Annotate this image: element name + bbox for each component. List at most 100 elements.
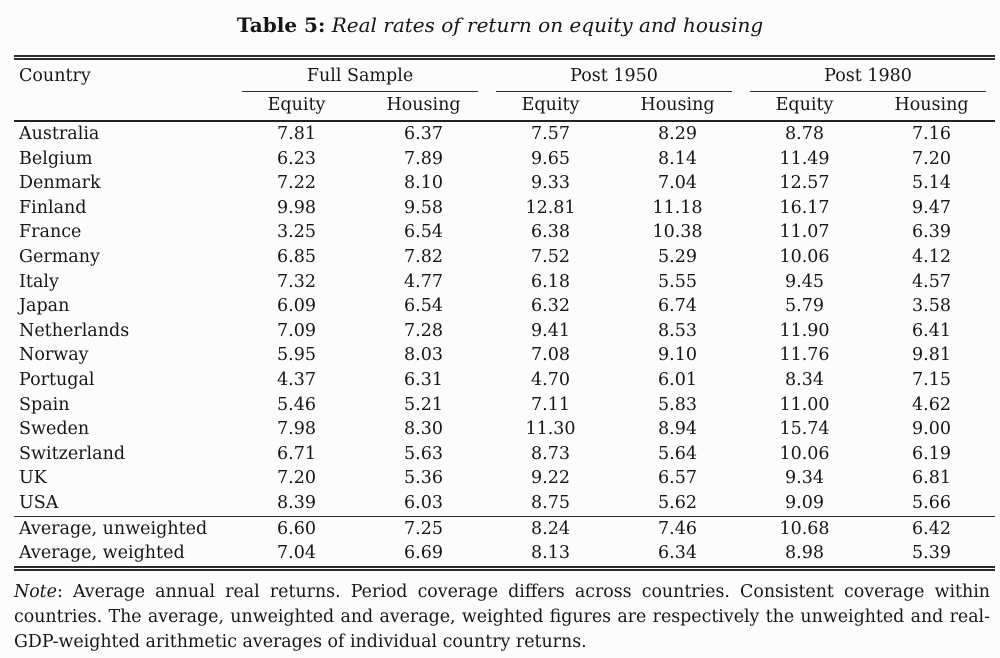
- column-group-post-1950: Post 1950: [487, 58, 741, 93]
- value-cell: 5.21: [404, 394, 443, 415]
- value-cell: 10.68: [779, 518, 830, 539]
- value-cell: 6.32: [531, 296, 570, 317]
- country-cell: Average, unweighted: [19, 518, 208, 539]
- country-cell: Sweden: [19, 419, 90, 440]
- country-cell: Australia: [19, 124, 100, 144]
- value-cell: 7.57: [531, 124, 570, 144]
- value-cell: 8.75: [487, 490, 614, 517]
- column-header-equity: Equity: [741, 92, 868, 122]
- country-cell: Belgium: [19, 148, 93, 169]
- table-title: Table 5: Real rates of return on equity …: [0, 0, 1000, 38]
- value-cell: 8.29: [658, 124, 697, 144]
- value-cell: 5.55: [658, 271, 697, 292]
- value-cell: 8.53: [658, 320, 697, 341]
- value-cell: 6.54: [404, 296, 443, 317]
- value-cell: 9.45: [785, 271, 824, 292]
- country-cell: Portugal: [19, 369, 95, 390]
- value-cell: 11.49: [779, 148, 830, 169]
- table-row: Norway 5.95 8.03 7.08 9.10 11.76 9.81: [14, 343, 995, 368]
- value-cell: 7.46: [658, 518, 697, 539]
- value-cell: 10.06: [779, 246, 830, 267]
- value-cell: 8.24: [531, 518, 570, 539]
- value-cell: 7.32: [277, 271, 316, 292]
- value-cell: 5.46: [277, 394, 316, 415]
- value-cell: 9.65: [531, 148, 570, 169]
- value-cell: 11.18: [652, 197, 703, 218]
- value-cell: 7.20: [277, 468, 316, 489]
- value-cell: 8.39: [233, 490, 360, 517]
- value-cell: 9.81: [912, 345, 951, 366]
- column-header-equity: Equity: [487, 92, 614, 122]
- value-cell: 8.03: [404, 345, 443, 366]
- value-cell: 9.09: [741, 490, 868, 517]
- value-cell: 5.63: [404, 443, 443, 464]
- table-row: Germany 6.85 7.82 7.52 5.29 10.06 4.12: [14, 245, 995, 270]
- value-cell: 9.10: [658, 345, 697, 366]
- table-caption: Real rates of return on equity and housi…: [331, 13, 764, 37]
- value-cell: 4.70: [531, 369, 570, 390]
- value-cell: 5.36: [404, 468, 443, 489]
- table-row: Japan 6.09 6.54 6.32 6.74 5.79 3.58: [14, 294, 995, 319]
- table-row: Average, unweighted 6.60 7.25 8.24 7.46 10.68…: [14, 516, 995, 541]
- value-cell: 5.29: [658, 246, 697, 267]
- table-header: Country Full Sample Post 1950 Post 1980 …: [14, 57, 995, 122]
- table-number: Table 5:: [236, 13, 326, 37]
- value-cell: 6.09: [277, 296, 316, 317]
- value-cell: 6.74: [658, 296, 697, 317]
- value-cell: 3.58: [912, 296, 951, 317]
- value-cell: 6.57: [658, 468, 697, 489]
- group-header-row: Country Full Sample Post 1950 Post 1980: [14, 57, 995, 122]
- table-row: France 3.25 6.54 6.38 10.38 11.07 6.39: [14, 220, 995, 245]
- column-header-country: Country: [14, 57, 233, 122]
- value-cell: 5.83: [658, 394, 697, 415]
- table-row: Switzerland 6.71 5.63 8.73 5.64 10.06 6.19: [14, 442, 995, 467]
- returns-table: Country Full Sample Post 1950 Post 1980 …: [14, 55, 995, 571]
- country-cell: USA: [14, 490, 233, 517]
- value-cell: 4.12: [912, 246, 951, 267]
- value-cell: 11.76: [779, 345, 830, 366]
- value-cell: 6.34: [658, 543, 697, 564]
- country-cell: Italy: [19, 271, 59, 292]
- value-cell: 12.57: [779, 173, 830, 194]
- table-row: Italy 7.32 4.77 6.18 5.55 9.45 4.57: [14, 270, 995, 295]
- column-group-full-sample: Full Sample: [233, 58, 487, 93]
- value-cell: 8.10: [404, 173, 443, 194]
- value-cell: 10.38: [652, 222, 703, 243]
- value-cell: 3.25: [277, 222, 316, 243]
- table-row: Sweden 7.98 8.30 11.30 8.94 15.74 9.00: [14, 417, 995, 442]
- value-cell: 12.81: [525, 197, 576, 218]
- country-cell: Finland: [19, 197, 87, 218]
- value-cell: 7.20: [912, 148, 951, 169]
- value-cell: 9.47: [912, 197, 951, 218]
- value-cell: 10.06: [779, 443, 830, 464]
- value-cell: 9.58: [404, 197, 443, 218]
- value-cell: 6.01: [658, 369, 697, 390]
- table-row: Belgium 6.23 7.89 9.65 8.14 11.49 7.20: [14, 147, 995, 172]
- value-cell: 7.16: [912, 124, 951, 144]
- column-header-housing: Housing: [868, 92, 995, 122]
- value-cell: 6.85: [277, 246, 316, 267]
- country-cell: Germany: [19, 246, 100, 267]
- value-cell: 6.03: [360, 490, 487, 517]
- country-rows: Australia 7.81 6.37 7.57 8.29 8.78 7.16 Belgium…: [14, 121, 995, 517]
- value-cell: 11.30: [525, 419, 576, 440]
- value-cell: 7.22: [277, 173, 316, 194]
- value-cell: 6.18: [531, 271, 570, 292]
- value-cell: 11.90: [779, 320, 830, 341]
- value-cell: 7.04: [277, 543, 316, 564]
- table-row: Portugal 4.37 6.31 4.70 6.01 8.34 7.15: [14, 368, 995, 393]
- value-cell: 7.15: [912, 369, 951, 390]
- value-cell: 5.62: [614, 490, 741, 517]
- table-row: Australia 7.81 6.37 7.57 8.29 8.78 7.16: [14, 121, 995, 147]
- value-cell: 7.52: [531, 246, 570, 267]
- value-cell: 9.00: [912, 419, 951, 440]
- value-cell: 5.14: [912, 173, 951, 194]
- value-cell: 8.34: [785, 369, 824, 390]
- summary-rows: Average, unweighted 6.60 7.25 8.24 7.46 10.68…: [14, 516, 995, 568]
- value-cell: 4.57: [912, 271, 951, 292]
- value-cell: 6.71: [277, 443, 316, 464]
- table-row: Spain 5.46 5.21 7.11 5.83 11.00 4.62: [14, 393, 995, 418]
- country-cell: Average, weighted: [19, 543, 185, 564]
- country-cell: UK: [19, 468, 47, 489]
